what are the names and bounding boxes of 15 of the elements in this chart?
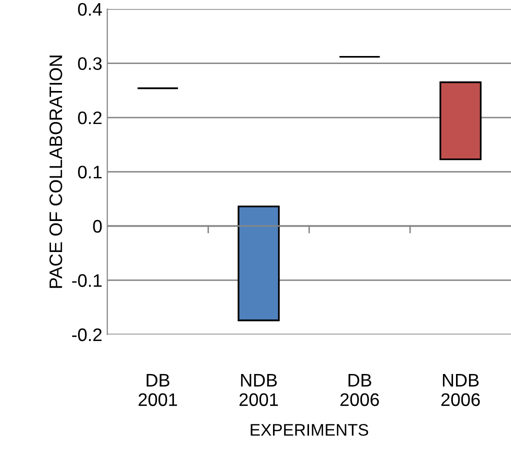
y-axis-title: PACE OF COLLABORATION [49, 56, 62, 288]
x-tick-label: DB 2001 [138, 374, 177, 406]
y-tick-label: 0.2 [78, 111, 102, 124]
x-axis-title: EXPERIMENTS [250, 424, 368, 436]
y-tick-label: 0.4 [78, 2, 102, 16]
bar [238, 206, 280, 322]
x-tick-label: NDB 2001 [240, 374, 278, 406]
y-tick-label: 0.1 [78, 166, 102, 178]
y-tick-label: -0.2 [72, 328, 102, 342]
bar [440, 81, 482, 160]
y-tick-label: 0 [93, 220, 102, 233]
y-tick-label: -0.1 [72, 274, 102, 287]
x-tick-label: DB 2006 [340, 374, 379, 406]
y-tick-label: 0.3 [78, 57, 102, 70]
x-tick-label: NDB 2006 [441, 374, 480, 406]
